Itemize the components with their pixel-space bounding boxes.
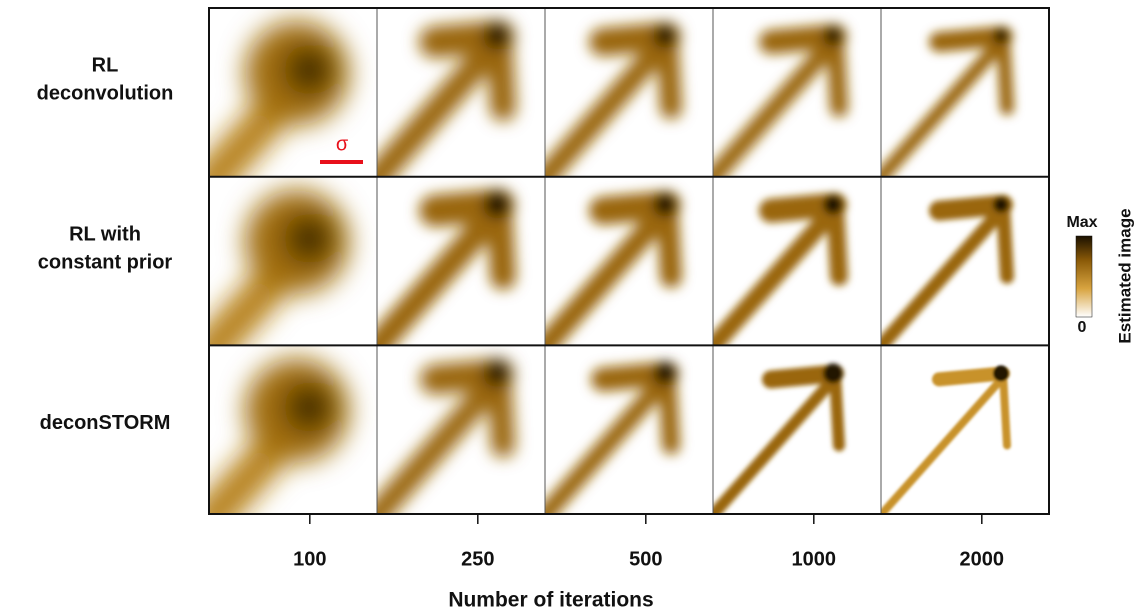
row-label: RL with [69,223,141,245]
colorbar-title: Estimated image [1115,208,1134,343]
page: Number of iterations Max 0 Estimated ima… [0,0,1143,613]
image-panel [372,345,545,520]
image-panel [708,177,881,352]
image-panel [209,8,377,183]
image-panel [540,8,713,183]
image-panel [708,345,881,520]
x-tick-label: 1000 [792,548,837,570]
image-panel [540,177,713,352]
row-label: RL [92,55,119,77]
image-panel [876,345,1049,520]
image-grid [209,8,1049,520]
x-axis-title: Number of iterations [448,589,653,612]
x-tick-label: 250 [461,548,494,570]
image-panel [209,177,377,352]
image-panel [209,345,377,520]
row-label: deconvolution [37,83,174,105]
x-tick-label: 2000 [960,548,1005,570]
image-panel [708,8,881,183]
x-tick-label: 500 [629,548,662,570]
image-panel [372,177,545,352]
image-panel [876,177,1049,352]
colorbar-max: Max [1066,214,1097,231]
image-panel [540,345,713,520]
scale-bar-label: σ [336,133,349,155]
x-tick-label: 100 [293,548,326,570]
image-panel [876,8,1049,183]
colorbar [1076,236,1092,317]
figure: Number of iterations Max 0 Estimated ima… [0,0,1143,613]
row-label: constant prior [38,251,173,273]
row-label: deconSTORM [40,412,171,434]
image-panel [372,8,545,183]
colorbar-min: 0 [1078,319,1087,336]
